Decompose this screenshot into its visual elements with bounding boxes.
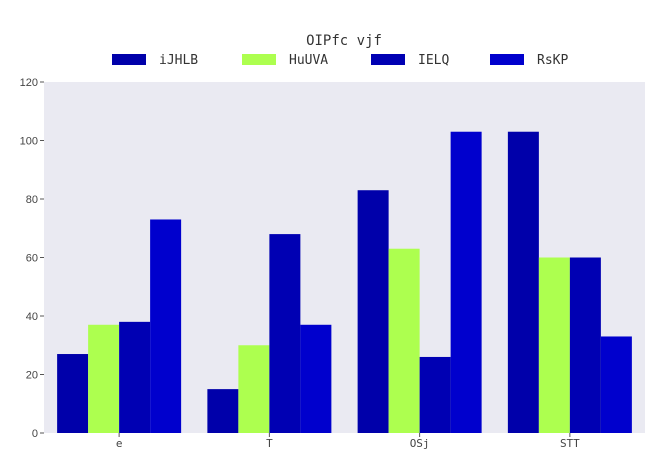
- bar-RsKP-OSj: [450, 131, 482, 433]
- legend-label-IELQ: IELQ: [418, 53, 449, 68]
- y-tick-label: 20: [26, 370, 38, 382]
- bar-iJHLB-T: [207, 389, 239, 433]
- y-tick-label: 60: [26, 253, 38, 265]
- y-axis: 0 20 40 60 80 100 120: [20, 77, 44, 440]
- bar-RsKP-T: [300, 324, 332, 433]
- bar-IELQ-e: [119, 321, 151, 433]
- y-tick-label: 80: [26, 194, 38, 206]
- legend-swatch-iJHLB: [112, 54, 146, 65]
- bar-IELQ-T: [269, 234, 301, 433]
- y-tick-label: 100: [20, 136, 38, 148]
- bar-HuUVA-OSj: [388, 248, 420, 433]
- legend-label-RsKP: RsKP: [537, 53, 568, 68]
- bar-RsKP-e: [150, 219, 182, 433]
- bar-iJHLB-STT: [507, 131, 539, 433]
- bar-IELQ-OSj: [419, 356, 451, 433]
- x-axis: e T OSj STT: [116, 433, 580, 450]
- bar-IELQ-STT: [569, 257, 601, 433]
- y-tick-label: 120: [20, 77, 38, 89]
- legend-swatch-HuUVA: [242, 54, 276, 65]
- chart-legend: iJHLB HuUVA IELQ RsKP: [112, 53, 568, 68]
- x-tick-label: OSj: [410, 437, 430, 450]
- y-tick-label: 0: [32, 428, 38, 440]
- legend-swatch-IELQ: [371, 54, 405, 65]
- bar-iJHLB-e: [57, 354, 89, 433]
- legend-label-iJHLB: iJHLB: [159, 53, 198, 68]
- legend-label-HuUVA: HuUVA: [289, 53, 328, 68]
- x-tick-label: e: [116, 437, 123, 450]
- x-tick-label: STT: [560, 437, 580, 450]
- y-tick-label: 40: [26, 311, 38, 323]
- bars-group: [57, 131, 632, 433]
- legend-swatch-RsKP: [490, 54, 524, 65]
- chart-title: OIPfc vjf: [306, 33, 382, 49]
- bar-RsKP-STT: [600, 336, 632, 433]
- bar-iJHLB-OSj: [357, 190, 389, 433]
- x-tick-label: T: [266, 437, 273, 450]
- bar-HuUVA-T: [238, 345, 270, 433]
- bar-HuUVA-e: [88, 324, 120, 433]
- bar-HuUVA-STT: [538, 257, 570, 433]
